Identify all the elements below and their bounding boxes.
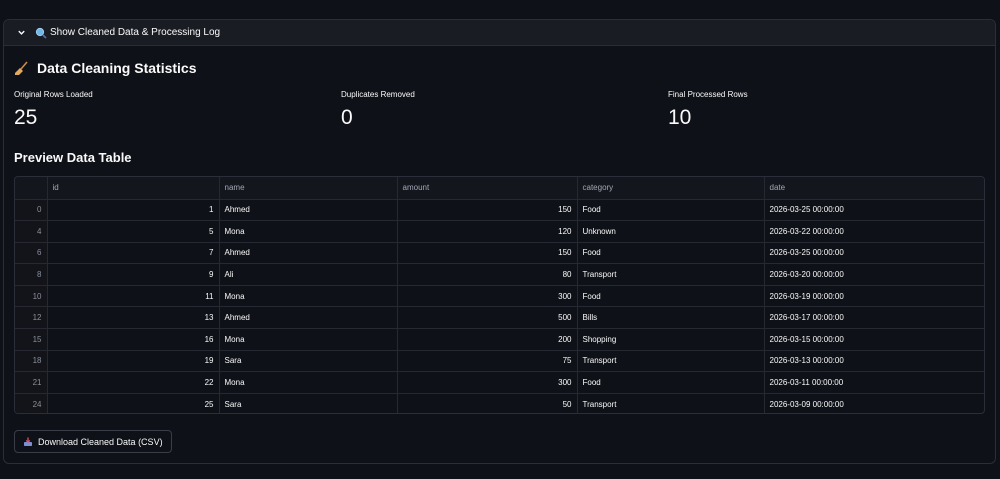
- metric-value: 0: [341, 106, 353, 129]
- metric-original-rows: Original Rows Loaded 25: [14, 90, 93, 130]
- cell-name[interactable]: Mona: [219, 328, 398, 351]
- table-row: 24 25 Sara 50 Transport 2026-03-09 00:00…: [15, 393, 984, 413]
- cell-category[interactable]: Transport: [577, 350, 765, 373]
- row-index: 10: [15, 285, 48, 308]
- row-index: 4: [15, 220, 48, 243]
- cell-id[interactable]: 16: [47, 328, 220, 351]
- cell-id[interactable]: 7: [47, 242, 220, 265]
- preview-data-table[interactable]: id name amount category date 0 1 Ahmed 1…: [14, 176, 985, 414]
- column-header-id[interactable]: id: [47, 177, 220, 200]
- row-index: 0: [15, 199, 48, 222]
- download-button-label: Download Cleaned Data (CSV): [38, 436, 163, 447]
- cell-amount[interactable]: 500: [397, 306, 578, 330]
- cleaned-data-expander: Show Cleaned Data & Processing Log Data …: [3, 19, 996, 464]
- cell-date[interactable]: 2026-03-25 00:00:00: [764, 199, 984, 222]
- cell-amount[interactable]: 150: [397, 199, 578, 222]
- inbox-tray-icon: [24, 437, 32, 446]
- preview-title: Preview Data Table: [14, 150, 132, 165]
- cell-name[interactable]: Ali: [219, 263, 398, 286]
- table-row: 12 13 Ahmed 500 Bills 2026-03-17 00:00:0…: [15, 306, 984, 330]
- table-row: 18 19 Sara 75 Transport 2026-03-13 00:00…: [15, 350, 984, 373]
- cell-date[interactable]: 2026-03-15 00:00:00: [764, 328, 984, 351]
- cell-id[interactable]: 19: [47, 350, 220, 373]
- cell-date[interactable]: 2026-03-22 00:00:00: [764, 220, 984, 243]
- cell-category[interactable]: Food: [577, 199, 765, 222]
- cell-category[interactable]: Bills: [577, 306, 765, 330]
- table-row: 6 7 Ahmed 150 Food 2026-03-25 00:00:00: [15, 242, 984, 265]
- cell-amount[interactable]: 120: [397, 220, 578, 243]
- table-row: 10 11 Mona 300 Food 2026-03-19 00:00:00: [15, 285, 984, 308]
- magnifier-icon: [35, 27, 47, 39]
- table-row: 0 1 Ahmed 150 Food 2026-03-25 00:00:00: [15, 199, 984, 222]
- row-index: 24: [15, 393, 48, 413]
- row-index: 15: [15, 328, 48, 351]
- cell-id[interactable]: 1: [47, 199, 220, 222]
- cell-id[interactable]: 25: [47, 393, 220, 413]
- metric-label: Original Rows Loaded: [14, 90, 93, 99]
- cell-date[interactable]: 2026-03-20 00:00:00: [764, 263, 984, 286]
- metric-value: 10: [668, 106, 692, 129]
- cell-category[interactable]: Shopping: [577, 328, 765, 351]
- broom-icon: [15, 61, 28, 75]
- metric-label: Final Processed Rows: [668, 90, 748, 99]
- row-index: 8: [15, 263, 48, 286]
- table-header-row: id name amount category date: [15, 177, 984, 200]
- index-column-header: [15, 177, 48, 200]
- cell-date[interactable]: 2026-03-13 00:00:00: [764, 350, 984, 373]
- chevron-down-icon: [14, 28, 28, 37]
- cell-amount[interactable]: 150: [397, 242, 578, 265]
- expander-label: Show Cleaned Data & Processing Log: [50, 27, 221, 38]
- cell-amount[interactable]: 300: [397, 285, 578, 308]
- cell-date[interactable]: 2026-03-25 00:00:00: [764, 242, 984, 265]
- stats-title-text: Data Cleaning Statistics: [37, 60, 197, 76]
- metric-value: 25: [14, 106, 38, 129]
- cell-category[interactable]: Transport: [577, 263, 765, 286]
- cell-name[interactable]: Ahmed: [219, 306, 398, 330]
- column-header-date[interactable]: date: [764, 177, 984, 200]
- download-csv-button[interactable]: Download Cleaned Data (CSV): [14, 430, 172, 453]
- cell-name[interactable]: Sara: [219, 350, 398, 373]
- cell-id[interactable]: 5: [47, 220, 220, 243]
- table-row: 4 5 Mona 120 Unknown 2026-03-22 00:00:00: [15, 220, 984, 243]
- cell-name[interactable]: Mona: [219, 371, 398, 394]
- cell-name[interactable]: Sara: [219, 393, 398, 413]
- column-header-category[interactable]: category: [577, 177, 765, 200]
- row-index: 6: [15, 242, 48, 265]
- table-row: 21 22 Mona 300 Food 2026-03-11 00:00:00: [15, 371, 984, 394]
- cell-category[interactable]: Unknown: [577, 220, 765, 243]
- cell-name[interactable]: Mona: [219, 285, 398, 308]
- cell-name[interactable]: Ahmed: [219, 199, 398, 222]
- cell-amount[interactable]: 75: [397, 350, 578, 373]
- cell-category[interactable]: Food: [577, 242, 765, 265]
- column-header-name[interactable]: name: [219, 177, 398, 200]
- cell-date[interactable]: 2026-03-17 00:00:00: [764, 306, 984, 330]
- cell-date[interactable]: 2026-03-11 00:00:00: [764, 371, 984, 394]
- cell-category[interactable]: Transport: [577, 393, 765, 413]
- cell-id[interactable]: 11: [47, 285, 220, 308]
- cell-id[interactable]: 9: [47, 263, 220, 286]
- cell-category[interactable]: Food: [577, 285, 765, 308]
- table-row: 15 16 Mona 200 Shopping 2026-03-15 00:00…: [15, 328, 984, 351]
- row-index: 21: [15, 371, 48, 394]
- cell-id[interactable]: 13: [47, 306, 220, 330]
- expander-header[interactable]: Show Cleaned Data & Processing Log: [4, 20, 995, 46]
- cell-name[interactable]: Ahmed: [219, 242, 398, 265]
- cell-amount[interactable]: 80: [397, 263, 578, 286]
- column-header-amount[interactable]: amount: [397, 177, 578, 200]
- cell-name[interactable]: Mona: [219, 220, 398, 243]
- table-row: 8 9 Ali 80 Transport 2026-03-20 00:00:00: [15, 263, 984, 286]
- metric-label: Duplicates Removed: [341, 90, 415, 99]
- metric-duplicates-removed: Duplicates Removed 0: [341, 90, 415, 130]
- cell-amount[interactable]: 300: [397, 371, 578, 394]
- cell-amount[interactable]: 200: [397, 328, 578, 351]
- row-index: 18: [15, 350, 48, 373]
- cell-date[interactable]: 2026-03-19 00:00:00: [764, 285, 984, 308]
- stats-title: Data Cleaning Statistics: [14, 60, 197, 76]
- cell-id[interactable]: 22: [47, 371, 220, 394]
- cell-category[interactable]: Food: [577, 371, 765, 394]
- cell-date[interactable]: 2026-03-09 00:00:00: [769, 399, 844, 409]
- cell-amount[interactable]: 50: [397, 393, 578, 413]
- row-index: 12: [15, 306, 48, 330]
- metric-final-rows: Final Processed Rows 10: [668, 90, 748, 130]
